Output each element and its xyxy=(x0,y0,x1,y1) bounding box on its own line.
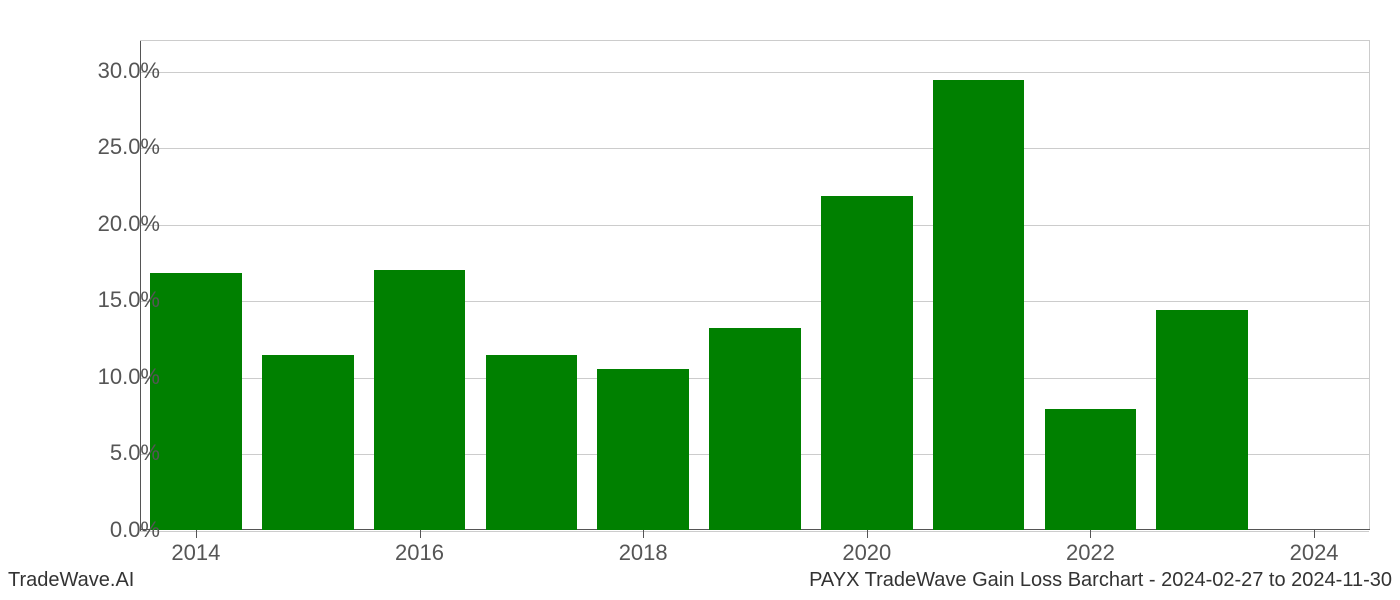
bar-2020 xyxy=(821,196,913,530)
gridline xyxy=(140,72,1369,73)
bar-2015 xyxy=(262,355,354,530)
bar-2016 xyxy=(374,270,466,530)
x-tick-label: 2022 xyxy=(1066,540,1115,566)
gridline xyxy=(140,531,1369,532)
x-tick-label: 2014 xyxy=(171,540,220,566)
bar-2014 xyxy=(150,273,242,530)
gridline xyxy=(140,225,1369,226)
bar-chart xyxy=(140,40,1370,530)
bar-2022 xyxy=(1045,409,1137,530)
bar-2018 xyxy=(597,369,689,530)
x-tick xyxy=(1090,530,1091,538)
y-tick-label: 5.0% xyxy=(50,440,160,466)
bar-2019 xyxy=(709,328,801,530)
footer-right-label: PAYX TradeWave Gain Loss Barchart - 2024… xyxy=(809,569,1392,592)
x-tick-label: 2016 xyxy=(395,540,444,566)
y-tick-label: 0.0% xyxy=(50,517,160,543)
x-tick xyxy=(867,530,868,538)
gridline xyxy=(140,148,1369,149)
x-tick xyxy=(1314,530,1315,538)
plot-area xyxy=(140,40,1370,530)
bar-2017 xyxy=(486,355,578,530)
x-tick xyxy=(196,530,197,538)
footer-left-label: TradeWave.AI xyxy=(8,569,134,592)
bar-2021 xyxy=(933,80,1025,530)
y-tick-label: 30.0% xyxy=(50,58,160,84)
y-tick-label: 10.0% xyxy=(50,364,160,390)
y-tick-label: 20.0% xyxy=(50,211,160,237)
x-tick xyxy=(420,530,421,538)
x-tick xyxy=(643,530,644,538)
gridline xyxy=(140,301,1369,302)
bar-2023 xyxy=(1156,310,1248,531)
y-tick-label: 25.0% xyxy=(50,134,160,160)
x-tick-label: 2018 xyxy=(619,540,668,566)
y-tick-label: 15.0% xyxy=(50,287,160,313)
x-tick-label: 2020 xyxy=(842,540,891,566)
x-tick-label: 2024 xyxy=(1290,540,1339,566)
